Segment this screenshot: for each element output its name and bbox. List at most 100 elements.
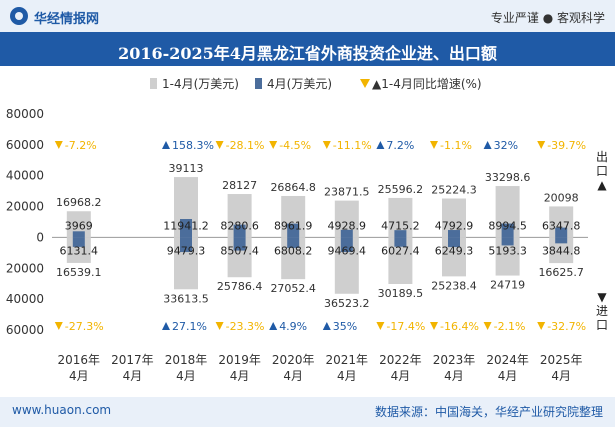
growth-label: -39.7% bbox=[547, 139, 586, 152]
growth-label: 158.3% bbox=[172, 139, 214, 152]
y-tick-label: 40000 bbox=[6, 292, 44, 306]
tagline: 专业严谨 ● 客观科学 bbox=[490, 11, 605, 25]
growth-down-icon bbox=[269, 141, 278, 149]
export-side-label: 出口 ▲ bbox=[595, 150, 608, 192]
data-labels: -7.2% -27.3% 16968.2 16539.1 3969 6131.4 158.3… bbox=[54, 139, 586, 333]
growth-up-icon bbox=[483, 141, 492, 149]
import-monthly-label: 5193.3 bbox=[488, 244, 527, 257]
import-monthly-label: 6027.4 bbox=[381, 244, 420, 257]
growth-down-icon bbox=[430, 322, 438, 330]
import-growth-label: -16.4% bbox=[430, 320, 479, 333]
import-monthly-bar bbox=[233, 237, 246, 251]
import-monthly-label: 6131.4 bbox=[60, 244, 99, 257]
import-growth-label: 4.9% bbox=[269, 320, 307, 333]
export-cumulative-label: 23871.5 bbox=[324, 186, 370, 199]
export-monthly-label: 3969 bbox=[65, 219, 93, 232]
export-cumulative-label: 25224.3 bbox=[431, 184, 477, 197]
x-tick-label: 2025年 4月 bbox=[540, 353, 583, 383]
growth-up-icon bbox=[162, 141, 170, 149]
growth-label: -28.1% bbox=[226, 139, 265, 152]
import-cumulative-label: 25238.4 bbox=[431, 279, 477, 292]
x-tick-label: 2018年 4月 bbox=[165, 353, 208, 383]
import-cumulative-label: 36523.2 bbox=[324, 297, 370, 310]
y-tick-label: 80000 bbox=[6, 107, 44, 121]
export-cumulative-label: 33298.6 bbox=[485, 171, 531, 184]
import-monthly-label: 6808.2 bbox=[274, 244, 313, 257]
growth-label: -32.7% bbox=[547, 320, 586, 333]
growth-label: -2.1% bbox=[494, 320, 526, 333]
y-tick-label: 20000 bbox=[6, 261, 44, 275]
export-monthly-label: 11941.2 bbox=[163, 219, 209, 232]
growth-down-icon bbox=[376, 322, 385, 330]
import-growth-label: 27.1% bbox=[162, 320, 207, 333]
growth-label: 4.9% bbox=[279, 320, 307, 333]
import-cumulative-label: 27052.4 bbox=[270, 282, 316, 295]
title-bar bbox=[0, 32, 615, 66]
x-tick-label: 2024年 4月 bbox=[486, 353, 529, 383]
import-monthly-label: 3844.8 bbox=[542, 244, 581, 257]
legend-marker bbox=[360, 79, 370, 88]
export-growth-label: -11.1% bbox=[322, 139, 372, 152]
growth-up-icon bbox=[376, 141, 385, 149]
growth-label: -1.1% bbox=[440, 139, 472, 152]
growth-down-icon bbox=[483, 322, 492, 330]
import-monthly-bar bbox=[287, 237, 300, 248]
export-cumulative-label: 26864.8 bbox=[270, 181, 316, 194]
export-growth-label: 7.2% bbox=[376, 139, 414, 152]
legend-label: 4月(万美元) bbox=[267, 77, 332, 91]
export-monthly-bar bbox=[555, 227, 568, 238]
x-tick-label: 2021年 4月 bbox=[326, 353, 369, 383]
growth-label: 35% bbox=[333, 320, 357, 333]
export-cumulative-label: 20098 bbox=[544, 191, 579, 204]
legend-marker bbox=[255, 78, 262, 89]
growth-label: -16.4% bbox=[440, 320, 479, 333]
export-monthly-label: 6347.8 bbox=[542, 219, 581, 232]
growth-label: -17.4% bbox=[386, 320, 425, 333]
legend-marker bbox=[150, 78, 157, 89]
import-growth-label: -32.7% bbox=[537, 320, 586, 333]
legend-label: ▲1-4月同比增速(%) bbox=[372, 77, 482, 91]
footer-bar bbox=[0, 397, 615, 427]
import-monthly-bar bbox=[448, 237, 460, 248]
import-monthly-bar bbox=[72, 237, 85, 247]
export-monthly-bar bbox=[180, 219, 192, 238]
growth-down-icon bbox=[54, 141, 63, 149]
growth-down-icon bbox=[537, 322, 546, 330]
growth-label: 27.1% bbox=[172, 320, 207, 333]
export-growth-label: 158.3% bbox=[162, 139, 214, 152]
export-monthly-bar bbox=[340, 229, 353, 238]
import-cumulative-label: 24719 bbox=[490, 279, 525, 292]
import-monthly-bar bbox=[180, 237, 192, 253]
x-axis: 2016年 4月 2017年 4月 2018年 4月 2019年 4月 2020年 4月 2021年… bbox=[58, 353, 583, 383]
x-tick-label: 2017年 4月 bbox=[111, 353, 154, 383]
x-tick-label: 2023年 4月 bbox=[433, 353, 476, 383]
brand-name: 华经情报网 bbox=[34, 12, 100, 27]
export-growth-label: 32% bbox=[483, 139, 518, 152]
export-growth-label: -4.5% bbox=[269, 139, 311, 152]
import-cumulative-label: 16539.1 bbox=[56, 266, 102, 279]
export-cumulative-label: 16968.2 bbox=[56, 196, 102, 209]
growth-label: -7.2% bbox=[65, 139, 97, 152]
export-growth-label: -7.2% bbox=[54, 139, 97, 152]
footer-website: www.huaon.com bbox=[12, 403, 112, 417]
y-tick-label: 60000 bbox=[6, 138, 44, 152]
growth-label: 32% bbox=[494, 139, 518, 152]
import-growth-label: -17.4% bbox=[376, 320, 425, 333]
export-monthly-bar bbox=[72, 231, 85, 238]
y-tick-label: 0 bbox=[36, 230, 44, 244]
export-monthly-bar bbox=[501, 223, 514, 238]
export-monthly-label: 8280.6 bbox=[220, 219, 259, 232]
growth-label: -4.5% bbox=[279, 139, 311, 152]
x-tick-label: 2022年 4月 bbox=[379, 353, 422, 383]
import-growth-label: 35% bbox=[322, 320, 357, 333]
export-monthly-label: 4715.2 bbox=[381, 219, 420, 232]
export-cumulative-label: 25596.2 bbox=[378, 183, 424, 196]
import-cumulative-label: 33613.5 bbox=[163, 292, 209, 305]
growth-down-icon bbox=[537, 141, 546, 149]
growth-label: -11.1% bbox=[333, 139, 372, 152]
export-monthly-bar bbox=[394, 230, 407, 238]
import-monthly-label: 9479.3 bbox=[167, 244, 206, 257]
y-tick-label: 60000 bbox=[6, 323, 44, 337]
x-tick-label: 2016年 4月 bbox=[58, 353, 101, 383]
import-cumulative-label: 16625.7 bbox=[538, 266, 584, 279]
